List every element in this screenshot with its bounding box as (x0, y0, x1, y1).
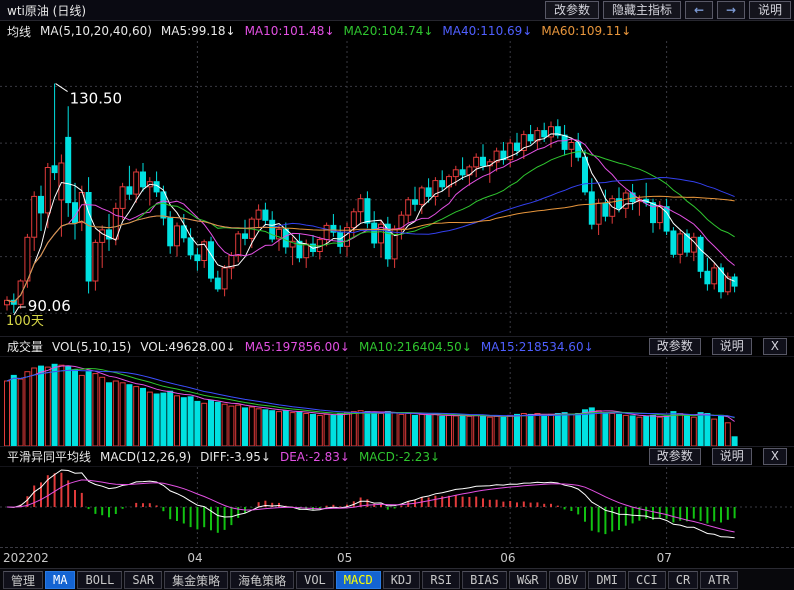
toolbar-item-海龟策略[interactable]: 海龟策略 (230, 571, 295, 589)
toolbar-item-sar[interactable]: SAR (124, 571, 163, 589)
xaxis-label: 202202 (3, 551, 49, 565)
ma40-value: MA40:110.69↓ (442, 24, 533, 38)
macd-close-button[interactable]: X (762, 448, 787, 465)
title-bar: wti原油 (日线) 改参数 隐藏主指标 ← → 说明 (0, 0, 794, 21)
time-axis: 202202 04 05 06 07 (0, 547, 794, 568)
ma10-value: MA10:101.48↓ (244, 24, 335, 38)
indicator-toolbar: 管理 MA BOLL SAR 集金策略 海龟策略 VOL MACD KDJ RSI BIAS W&R O… (0, 568, 794, 590)
toolbar-item-集金策略[interactable]: 集金策略 (164, 571, 229, 589)
toolbar-item-管理[interactable]: 管理 (3, 571, 44, 589)
volume-ma5-value: MA5:197856.00↓ (244, 339, 350, 354)
ma-indicator-header: 均线 MA(5,10,20,40,60) MA5:99.18↓ MA10:101… (0, 21, 794, 41)
macd-header: 平滑异同平均线 MACD(12,26,9) DIFF:-3.95↓ DEA:-2… (0, 446, 794, 467)
macd-indicator-name: 平滑异同平均线 (7, 450, 92, 464)
volume-formula: VOL(5,10,15) (52, 339, 132, 354)
topbar-buttons: 改参数 隐藏主指标 ← → 说明 (541, 1, 791, 19)
prev-arrow-button[interactable]: ← (684, 1, 713, 19)
volume-change-params-button[interactable]: 改参数 (648, 338, 701, 355)
window-title: wti原油 (日线) (7, 3, 87, 18)
svg-text:100天: 100天 (6, 314, 44, 329)
svg-text:90.06: 90.06 (28, 297, 71, 315)
change-params-button[interactable]: 改参数 (544, 1, 599, 19)
macd-chart[interactable] (0, 467, 794, 547)
volume-help-button[interactable]: 说明 (711, 338, 752, 355)
xaxis-label: 05 (337, 551, 353, 565)
toolbar-item-vol[interactable]: VOL (296, 571, 334, 589)
volume-ma10-value: MA10:216404.50↓ (358, 339, 472, 354)
ma20-value: MA20:104.74↓ (343, 24, 434, 38)
next-arrow-button[interactable]: → (716, 1, 745, 19)
toolbar-item-rsi[interactable]: RSI (422, 571, 461, 589)
xaxis-label: 07 (656, 551, 672, 565)
macd-help-button[interactable]: 说明 (711, 448, 752, 465)
xaxis-label: 06 (500, 551, 516, 565)
toolbar-item-bias[interactable]: BIAS (462, 571, 507, 589)
toolbar-item-cr[interactable]: CR (667, 571, 699, 589)
toolbar-item-ma[interactable]: MA (45, 571, 76, 589)
toolbar-item-cci[interactable]: CCI (628, 571, 666, 589)
toolbar-item-w&r[interactable]: W&R (508, 571, 547, 589)
volume-ma15-value: MA15:218534.60↓ (480, 339, 594, 354)
dea-value: DEA:-2.83↓ (279, 449, 350, 464)
volume-header: 成交量 VOL(5,10,15) VOL:49628.00↓ MA5:19785… (0, 336, 794, 357)
toolbar-item-boll[interactable]: BOLL (77, 571, 123, 589)
macd-formula: MACD(12,26,9) (100, 449, 192, 464)
svg-text:130.50: 130.50 (70, 90, 123, 108)
diff-value: DIFF:-3.95↓ (200, 449, 271, 464)
volume-close-button[interactable]: X (762, 338, 787, 355)
toolbar-item-dmi[interactable]: DMI (588, 571, 627, 589)
toolbar-item-macd[interactable]: MACD (335, 571, 381, 589)
ma-indicator-name: 均线 (7, 24, 32, 39)
volume-indicator-name: 成交量 (7, 340, 44, 354)
toolbar-item-atr[interactable]: ATR (700, 571, 738, 589)
macd-change-params-button[interactable]: 改参数 (648, 448, 701, 465)
volume-value: VOL:49628.00↓ (140, 339, 236, 354)
ma-formula: MA(5,10,20,40,60) (40, 24, 152, 38)
xaxis-label: 04 (187, 551, 203, 565)
ma60-value: MA60:109.11↓ (541, 24, 632, 38)
macd-value: MACD:-2.23↓ (358, 449, 441, 464)
volume-chart[interactable] (0, 357, 794, 446)
hide-main-indicator-button[interactable]: 隐藏主指标 (602, 1, 681, 19)
toolbar-item-obv[interactable]: OBV (548, 571, 587, 589)
help-button[interactable]: 说明 (748, 1, 791, 19)
ma5-value: MA5:99.18↓ (160, 24, 236, 38)
toolbar-item-kdj[interactable]: KDJ (382, 571, 421, 589)
